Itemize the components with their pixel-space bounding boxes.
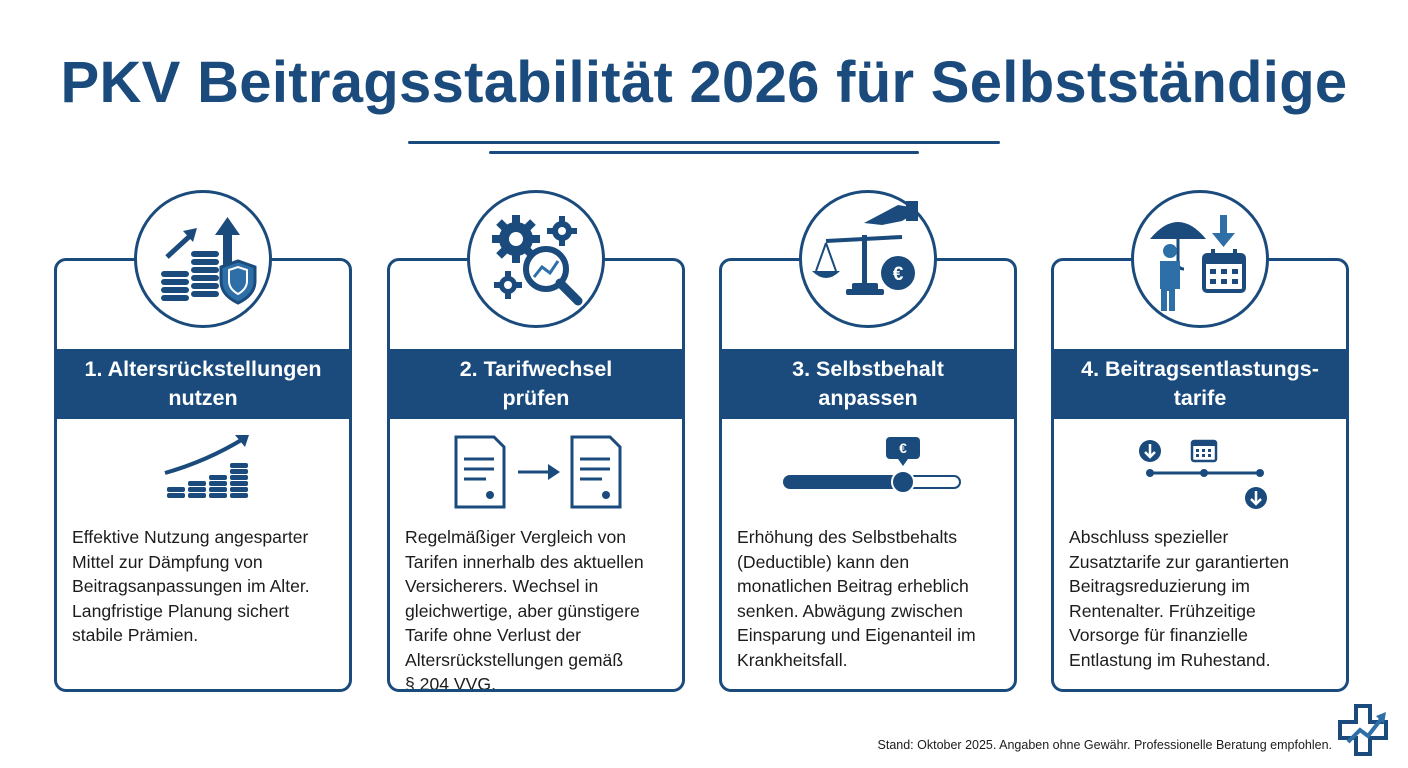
- page-title: PKV Beitragsstabilität 2026 für Selbstst…: [60, 50, 1348, 115]
- health-cross-growth-logo: [1338, 704, 1388, 756]
- title-rule-bottom: [489, 151, 919, 154]
- card-heading: 3. Selbstbehalt anpassen: [722, 349, 1014, 419]
- card-body: Regelmäßiger Vergleich von Tarifen inner…: [405, 527, 644, 692]
- document-switch-icon: [454, 435, 622, 509]
- footer-disclaimer: Stand: Oktober 2025. Angaben ohne Gewähr…: [877, 738, 1332, 752]
- euro-slider-icon: €: [783, 437, 961, 494]
- slider-euro-label: €: [899, 440, 907, 456]
- umbrella-person-calendar-icon: [1131, 190, 1269, 328]
- card-body: Effektive Nutzung angesparter Mittel zur…: [72, 527, 310, 645]
- card-heading: 4. Beitragsentlastungs- tarife: [1054, 349, 1346, 419]
- svg-text:€: €: [893, 264, 904, 285]
- card-body: Abschluss spezieller Zusatztarife zur ga…: [1069, 527, 1290, 670]
- card-selbstbehalt: 3. Selbstbehalt anpassen € Erhöhung des …: [719, 258, 1017, 692]
- card-body: Erhöhung des Selbstbehalts (Deductible) …: [737, 527, 976, 670]
- scale-hand-euro-icon: €: [799, 190, 937, 328]
- card-beitragsentlastung: 4. Beitragsentlastungs- tarife Abschluss…: [1051, 258, 1349, 692]
- title-rule-top: [408, 141, 1000, 144]
- rising-coin-stacks-icon: [164, 435, 249, 498]
- coins-growth-shield-icon: [134, 190, 272, 328]
- card-heading: 1. Altersrückstellungen nutzen: [57, 349, 349, 419]
- card-heading: 2. Tarifwechsel prüfen: [390, 349, 682, 419]
- card-altersrueckstellungen: 1. Altersrückstellungen nutzen Effektive…: [54, 258, 352, 692]
- timeline-calendar-icon: [1139, 439, 1267, 509]
- card-tarifwechsel: 2. Tarifwechsel prüfen Regelmäßiger Verg…: [387, 258, 685, 692]
- gears-magnifier-icon: [467, 190, 605, 328]
